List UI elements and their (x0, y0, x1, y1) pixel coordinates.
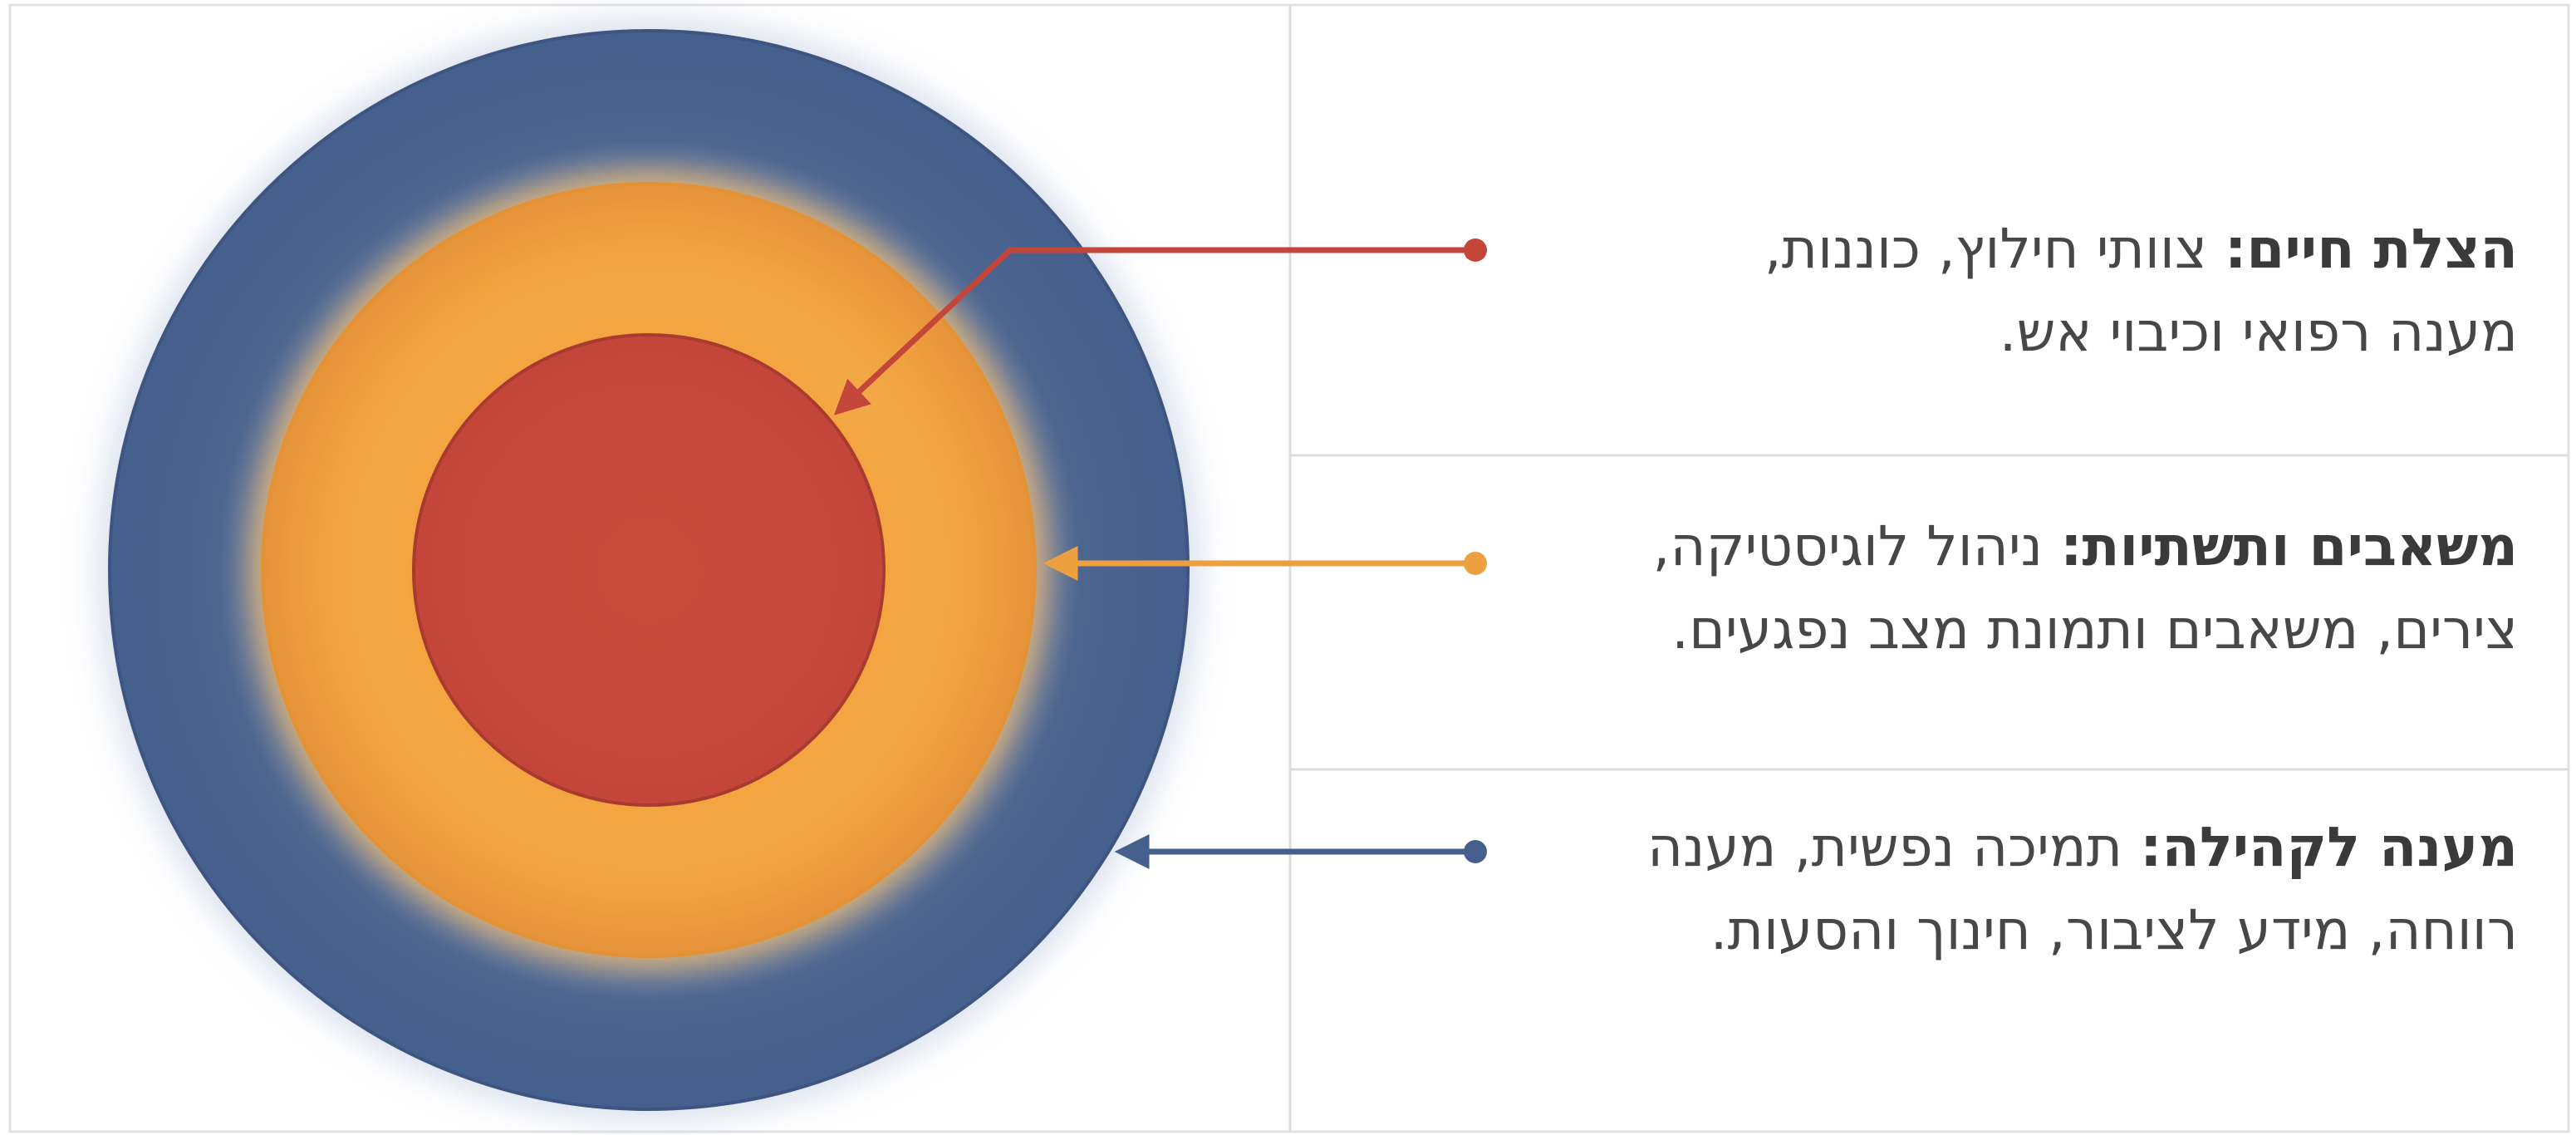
item: מענה לקהילה: תמיכה נפשית, מענה רווחה, מיד… (1479, 806, 2518, 972)
item: הצלת חיים: צוותי חילוץ, כוננות, מענה רפוא… (1479, 208, 2518, 374)
arrow (833, 247, 1475, 415)
dot (1464, 840, 1487, 863)
item-text: תמיכה נפשית, מענה (1646, 815, 2123, 879)
inner-circle (412, 333, 886, 807)
dot (1464, 552, 1487, 575)
item: משאבים ותשתיות: ניהול לוגיסטיקה, צירים, מ… (1479, 505, 2518, 671)
line: משאבים ותשתיות: ניהול לוגיסטיקה, (1479, 505, 2518, 588)
line: הצלת חיים: צוותי חילוץ, כוננות, (1479, 208, 2518, 291)
item-title: משאבים ותשתיות: (2060, 514, 2518, 578)
dot (1464, 238, 1487, 262)
item-title: מענה לקהילה: (2140, 815, 2518, 879)
line: מענה לקהילה: תמיכה נפשית, מענה (1479, 806, 2518, 889)
item-text: רווחה, מידע לציבור, חינוך והסעות. (1710, 898, 2518, 962)
item-text: צוותי חילוץ, כוננות, (1764, 217, 2208, 281)
item-text: צירים, משאבים ותמונת מצב נפגעים. (1671, 597, 2518, 661)
item-text: ניהול לוגיסטיקה, (1652, 514, 2044, 578)
item-text: מענה רפואי וכיבוי אש. (1999, 300, 2518, 364)
item-title: הצלת חיים: (2225, 217, 2518, 281)
